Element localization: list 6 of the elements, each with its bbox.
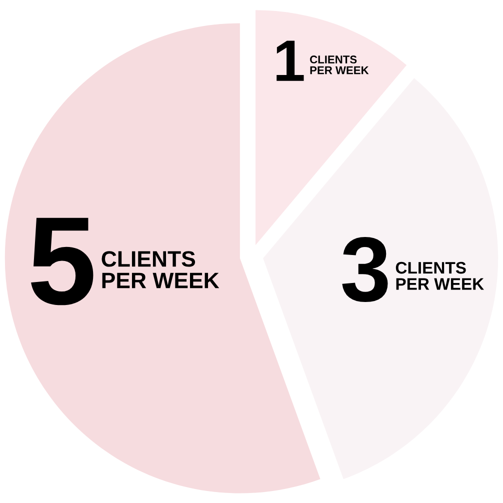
slice-label: CLIENTS PER WEEK — [102, 251, 220, 288]
data-label: 3 — [342, 237, 388, 302]
slice-label: CLIENTS PER WEEK — [396, 262, 484, 290]
data-label: 5 — [31, 218, 94, 306]
slice-label: CLIENTS PER WEEK — [310, 56, 369, 74]
data-label: 1 — [276, 40, 304, 81]
